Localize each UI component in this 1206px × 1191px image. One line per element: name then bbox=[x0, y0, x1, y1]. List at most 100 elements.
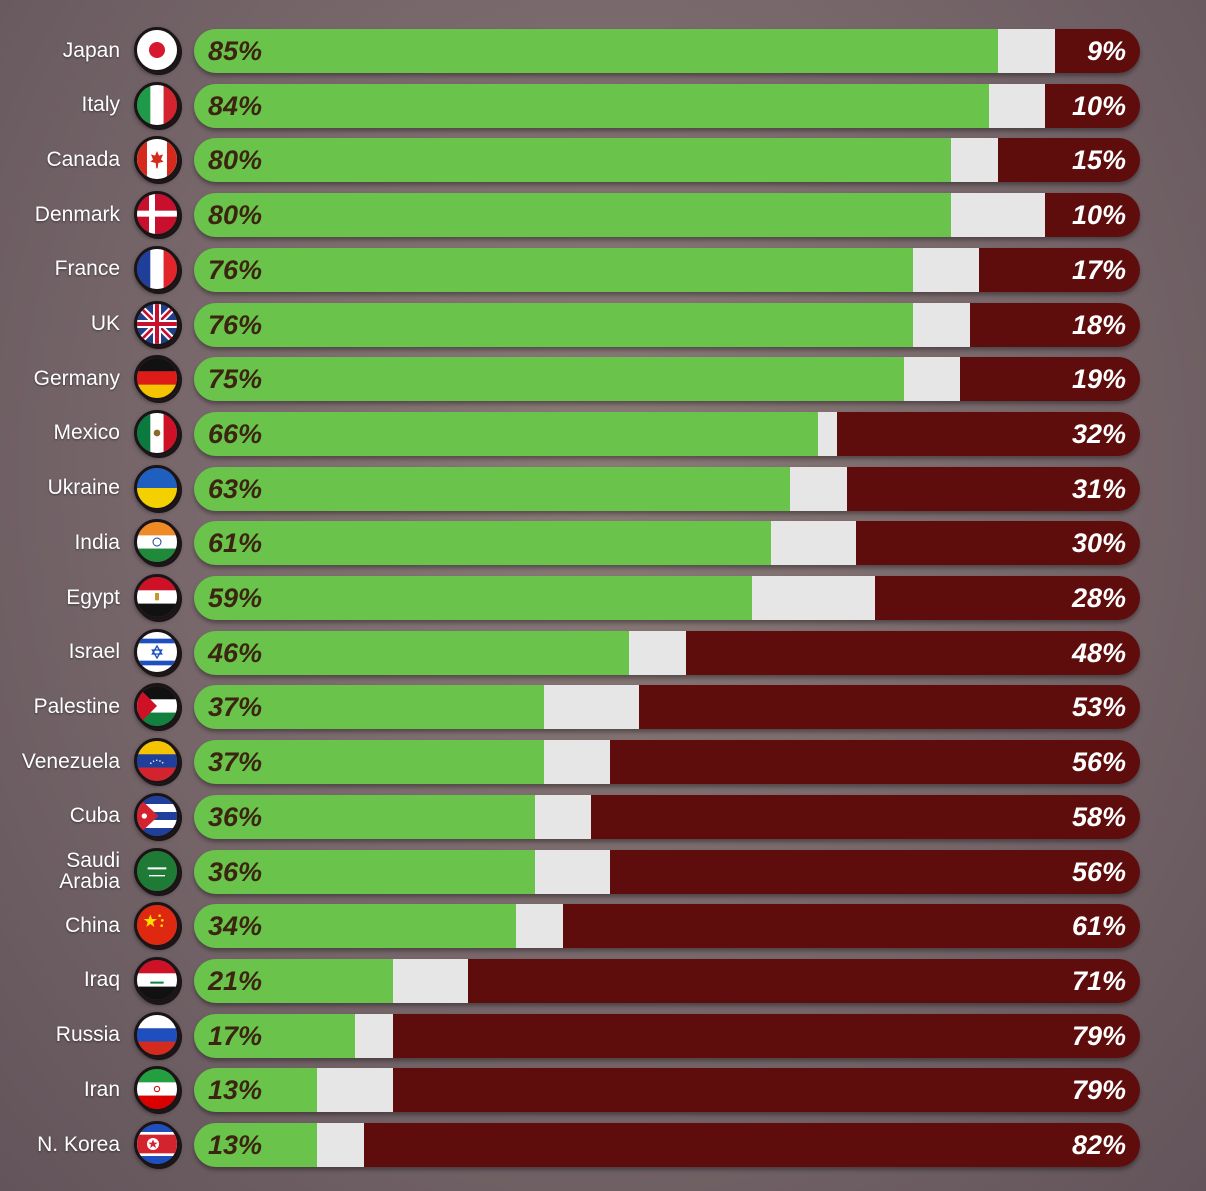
bar-segment-grey bbox=[752, 576, 876, 620]
country-label: Denmark bbox=[34, 202, 120, 226]
value-label-green: 76% bbox=[208, 254, 263, 285]
bar-segment-red: 82% bbox=[364, 1123, 1140, 1167]
bar-segment-green: 37% bbox=[194, 740, 545, 785]
value-label-red: 79% bbox=[1071, 1020, 1126, 1051]
value-label-green: 36% bbox=[208, 856, 263, 887]
country-label: China bbox=[65, 913, 120, 937]
value-label-red: 31% bbox=[1071, 473, 1126, 504]
country-label: UK bbox=[90, 312, 120, 335]
value-label-green: 13% bbox=[208, 1075, 263, 1106]
bar-track: 66% 32% bbox=[194, 411, 1140, 456]
bar-segment-red: 9% bbox=[1054, 29, 1140, 73]
value-label-red: 82% bbox=[1071, 1130, 1126, 1160]
bar-segment-green: 85% bbox=[194, 29, 999, 73]
value-label-red: 58% bbox=[1071, 801, 1126, 832]
value-label-red: 10% bbox=[1071, 90, 1126, 121]
value-label-red: 79% bbox=[1071, 1075, 1126, 1106]
bar-track: 75% 19% bbox=[194, 357, 1140, 402]
china-flag-icon bbox=[134, 902, 180, 949]
chart-row: Cuba 36% 58% bbox=[0, 792, 1206, 847]
bar-segment-green: 80% bbox=[194, 138, 951, 183]
bar-track: 34% 61% bbox=[194, 904, 1140, 949]
value-label-red: 10% bbox=[1071, 200, 1126, 231]
russia-flag-icon bbox=[134, 1011, 180, 1058]
country-label: Iraq bbox=[83, 968, 120, 992]
bar-segment-green: 59% bbox=[194, 576, 753, 620]
bar-segment-green: 63% bbox=[194, 466, 790, 511]
chart-row: France 76% 17% bbox=[0, 245, 1206, 300]
india-flag-icon bbox=[134, 519, 180, 566]
bar-segment-red: 15% bbox=[998, 138, 1140, 183]
bar-track: 80% 10% bbox=[194, 193, 1140, 238]
country-label: Israel bbox=[68, 640, 120, 664]
bar-segment-red: 71% bbox=[468, 958, 1140, 1003]
egypt-flag-icon bbox=[134, 574, 180, 620]
value-label-green: 84% bbox=[208, 90, 263, 121]
bar-segment-green: 13% bbox=[194, 1068, 317, 1113]
venezuela-flag-icon bbox=[134, 738, 180, 785]
bar-segment-grey bbox=[903, 357, 961, 402]
ukraine-flag-icon bbox=[134, 464, 180, 511]
bar-segment-grey bbox=[950, 138, 999, 183]
bar-segment-green: 66% bbox=[194, 411, 819, 456]
bar-track: 13% 82% bbox=[194, 1123, 1140, 1167]
country-label: France bbox=[54, 257, 120, 281]
bar-segment-grey bbox=[988, 83, 1046, 128]
bar-segment-grey bbox=[316, 1123, 365, 1167]
chart-row: Egypt 59% 28% bbox=[0, 574, 1206, 628]
chart-row: N. Korea 13% 82% bbox=[0, 1121, 1206, 1175]
bar-track: 37% 53% bbox=[194, 685, 1140, 730]
value-label-green: 37% bbox=[208, 747, 263, 778]
bar-track: 80% 15% bbox=[194, 138, 1140, 183]
bar-segment-red: 28% bbox=[875, 576, 1140, 620]
bar-segment-red: 17% bbox=[979, 247, 1140, 292]
country-label: Saudi Arabia bbox=[59, 848, 120, 893]
bar-segment-grey bbox=[789, 466, 847, 511]
bar-segment-red: 53% bbox=[638, 685, 1140, 730]
bar-segment-grey bbox=[818, 411, 838, 456]
country-label: Russia bbox=[55, 1023, 120, 1047]
chart-row: Ukraine 63% 31% bbox=[0, 464, 1206, 519]
value-label-green: 85% bbox=[208, 36, 263, 66]
bar-track: 84% 10% bbox=[194, 83, 1140, 128]
bar-segment-red: 79% bbox=[392, 1068, 1140, 1113]
bar-segment-red: 48% bbox=[685, 630, 1140, 675]
country-label: Japan bbox=[62, 38, 120, 62]
chart-row: Japan 85% 9% bbox=[0, 27, 1206, 81]
value-label-red: 32% bbox=[1071, 418, 1126, 449]
bar-segment-red: 79% bbox=[392, 1013, 1140, 1058]
bar-segment-red: 31% bbox=[846, 466, 1140, 511]
bar-track: 59% 28% bbox=[194, 576, 1140, 620]
value-label-green: 17% bbox=[208, 1020, 263, 1051]
bar-segment-green: 61% bbox=[194, 521, 772, 566]
bar-segment-green: 76% bbox=[194, 247, 913, 292]
north-korea-flag-icon bbox=[134, 1121, 180, 1167]
value-label-red: 17% bbox=[1071, 254, 1126, 285]
bar-track: 61% 30% bbox=[194, 521, 1140, 566]
bar-segment-red: 10% bbox=[1045, 83, 1140, 128]
bar-track: 36% 58% bbox=[194, 794, 1140, 839]
bar-track: 76% 18% bbox=[194, 302, 1140, 347]
france-flag-icon bbox=[134, 245, 180, 292]
bar-segment-grey bbox=[316, 1068, 393, 1113]
bar-track: 17% 79% bbox=[194, 1013, 1140, 1058]
country-label: Venezuela bbox=[21, 749, 120, 773]
value-label-green: 46% bbox=[208, 637, 263, 668]
value-label-red: 15% bbox=[1071, 145, 1126, 176]
bar-segment-green: 75% bbox=[194, 357, 904, 402]
bar-segment-grey bbox=[629, 630, 686, 675]
bar-segment-red: 30% bbox=[856, 521, 1140, 566]
chart-row: India 61% 30% bbox=[0, 519, 1206, 573]
bar-segment-red: 61% bbox=[562, 904, 1140, 949]
bar-segment-green: 46% bbox=[194, 630, 630, 675]
bar-track: 46% 48% bbox=[194, 630, 1140, 675]
bar-segment-green: 21% bbox=[194, 958, 393, 1003]
country-label: Italy bbox=[81, 93, 120, 117]
value-label-green: 37% bbox=[208, 692, 263, 723]
bar-segment-green: 76% bbox=[194, 302, 913, 347]
bar-segment-green: 80% bbox=[194, 193, 951, 238]
iran-flag-icon bbox=[134, 1066, 180, 1113]
bar-segment-green: 84% bbox=[194, 83, 989, 128]
bar-segment-grey bbox=[354, 1013, 393, 1058]
chart-row: Canada 80% 15% bbox=[0, 136, 1206, 190]
